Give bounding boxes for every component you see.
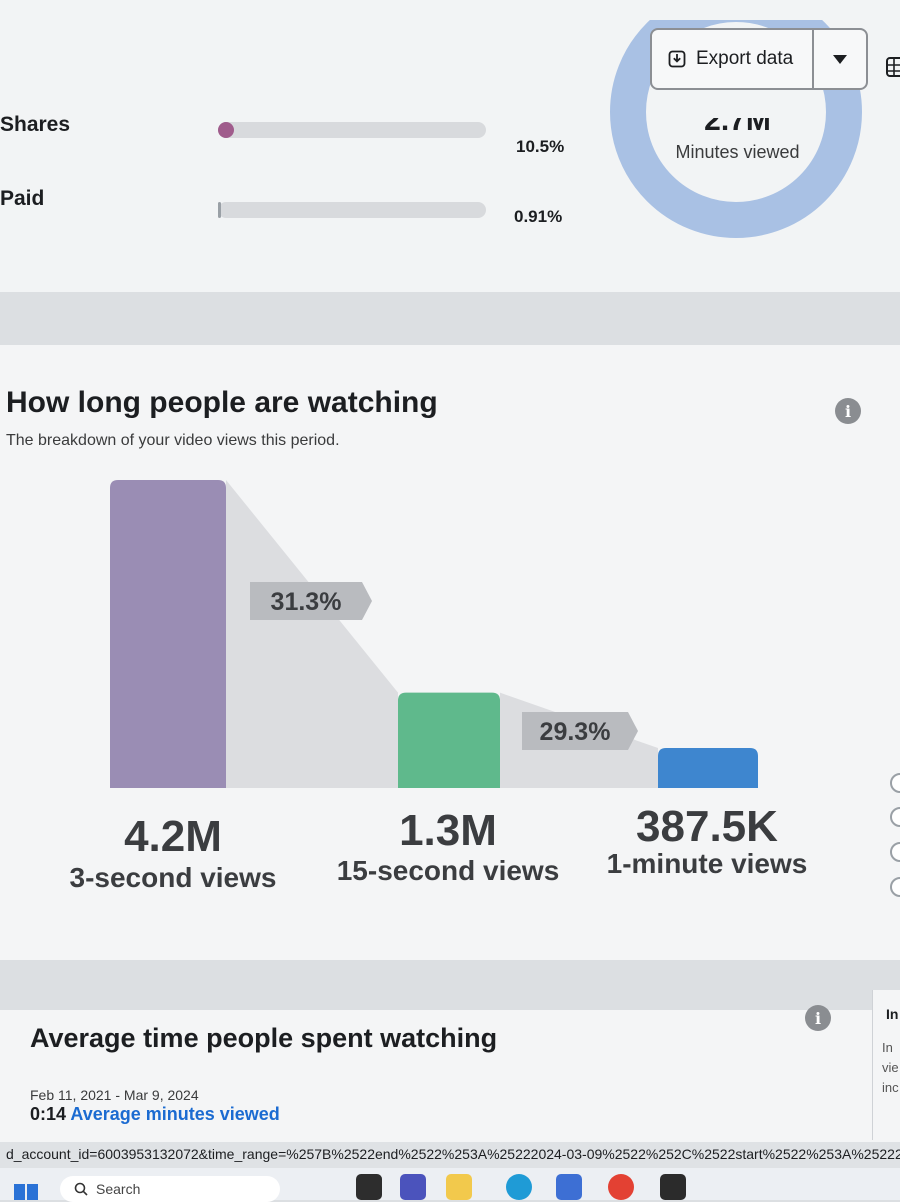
views-bar[interactable]: [398, 692, 500, 788]
radio-option[interactable]: [890, 842, 900, 862]
dropoff-area: [226, 480, 398, 788]
average-time-date-range: Feb 11, 2021 - Mar 9, 2024: [30, 1087, 199, 1103]
side-panel: [872, 990, 900, 1140]
how-long-title: How long people are watching: [6, 386, 438, 419]
info-icon[interactable]: i: [835, 398, 861, 424]
value-1-minute: 387.5K: [636, 802, 778, 851]
taskbar: Search: [0, 1168, 900, 1202]
taskbar-search-label: Search: [96, 1181, 141, 1197]
taskbar-search[interactable]: Search: [60, 1176, 280, 1202]
retention-tag: [522, 712, 638, 750]
teams-icon[interactable]: [400, 1174, 426, 1200]
radio-option[interactable]: [890, 807, 900, 827]
retention-label: 31.3%: [271, 588, 342, 616]
side-panel-line: inc: [882, 1080, 899, 1095]
side-panel-heading: In: [886, 1006, 899, 1022]
shares-percent: 10.5%: [516, 137, 565, 156]
paid-percent: 0.91%: [514, 207, 563, 226]
export-button-group: Export data: [650, 28, 868, 90]
side-panel-line: In: [882, 1040, 893, 1055]
shares-label: Shares: [0, 113, 71, 136]
radio-option[interactable]: [890, 773, 900, 793]
retention-label: 29.3%: [540, 718, 611, 746]
store-icon[interactable]: [556, 1174, 582, 1200]
epic-games-icon[interactable]: [660, 1174, 686, 1200]
retention-tag: [250, 582, 372, 620]
windows-start-icon[interactable]: [14, 1184, 38, 1200]
minutes-viewed-caption: Minutes viewed: [675, 142, 800, 162]
radio-option[interactable]: [890, 877, 900, 897]
table-icon[interactable]: [886, 56, 900, 80]
average-time-card: [0, 1010, 900, 1150]
edge-icon[interactable]: [506, 1174, 532, 1200]
paid-bar-fill: [218, 202, 221, 218]
caret-down-icon: [833, 54, 847, 64]
average-time-title: Average time people spent watching: [30, 1023, 498, 1053]
value-15-second: 1.3M: [399, 806, 497, 855]
how-long-subtitle: The breakdown of your video views this p…: [6, 432, 340, 449]
paid-label: Paid: [0, 187, 45, 210]
average-time-value: 0:14: [30, 1104, 67, 1124]
search-icon: [74, 1182, 88, 1196]
value-3-second: 4.2M: [124, 812, 222, 861]
status-url-bar: d_account_id=6003953132072&time_range=%2…: [0, 1142, 900, 1168]
minutes-viewed-value: 2.7M: [704, 104, 771, 137]
info-icon[interactable]: i: [805, 1005, 831, 1031]
watch-funnel-chart: 31.3% 29.3%: [110, 480, 758, 788]
paid-bar: [218, 202, 486, 218]
minutes-viewed-donut: [610, 20, 862, 238]
views-bar[interactable]: [110, 480, 226, 788]
file-explorer-icon[interactable]: [446, 1174, 472, 1200]
task-view-icon[interactable]: [356, 1174, 382, 1200]
views-bar[interactable]: [658, 748, 758, 788]
shares-bar: [218, 122, 486, 138]
shares-bar-fill: [218, 122, 235, 138]
export-data-button[interactable]: Export data: [652, 30, 814, 88]
side-panel-line: vie: [882, 1060, 899, 1075]
export-data-label: Export data: [696, 48, 794, 69]
average-time-summary: 0:14 Average minutes viewed: [30, 1104, 280, 1125]
label-15-second: 15-second views: [336, 855, 560, 886]
download-icon: [668, 50, 686, 68]
export-options-button[interactable]: [814, 30, 866, 88]
chrome-icon[interactable]: [608, 1174, 634, 1200]
label-3-second: 3-second views: [69, 862, 277, 893]
average-minutes-viewed-link[interactable]: Average minutes viewed: [70, 1104, 280, 1124]
label-1-minute: 1-minute views: [606, 848, 808, 879]
